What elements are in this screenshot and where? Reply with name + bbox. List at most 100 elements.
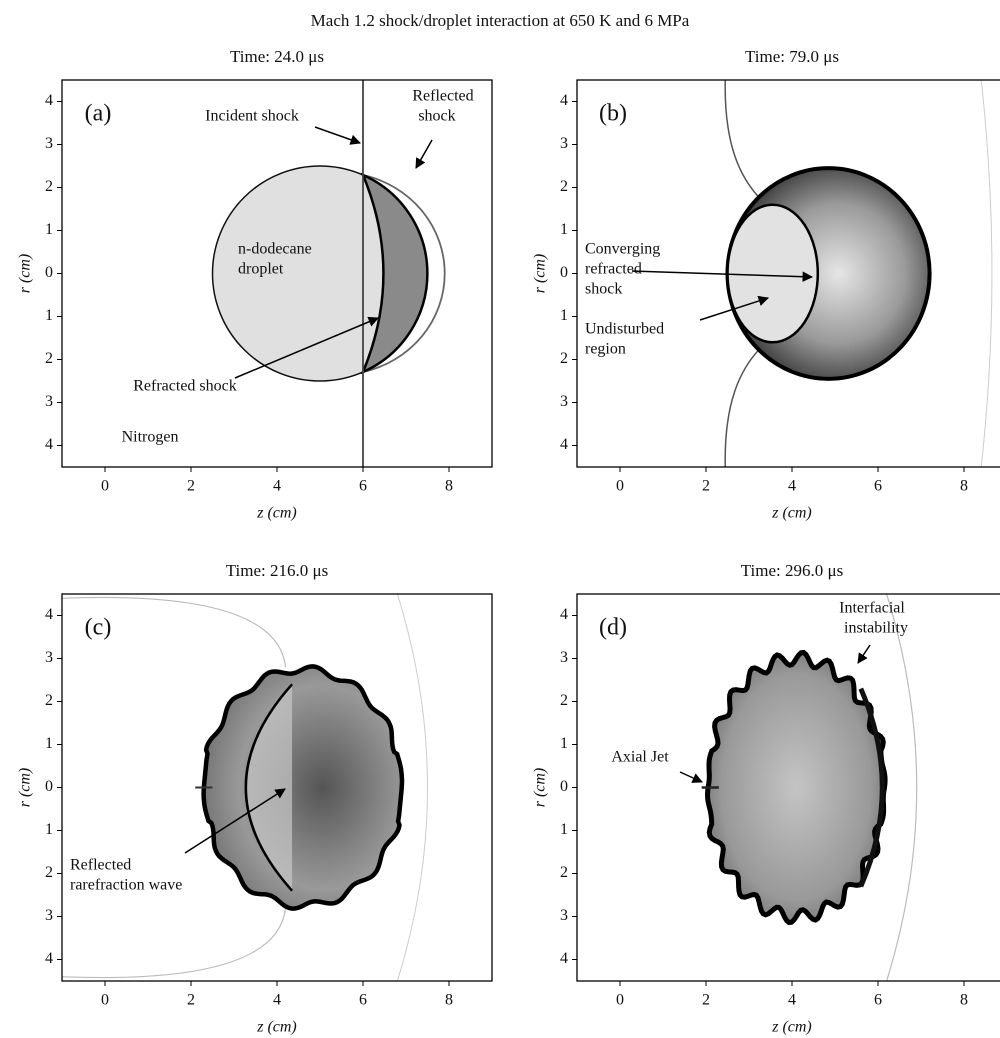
annotation: Interfacial	[839, 600, 905, 617]
y-tick-label: 4	[45, 92, 53, 109]
y-tick-label: 2	[560, 864, 568, 881]
x-tick-label: 6	[359, 992, 367, 1009]
annotation: Incident shock	[205, 108, 299, 125]
image-area	[724, 80, 993, 467]
y-tick-label: 4	[560, 950, 568, 967]
panel-letter: (b)	[599, 101, 627, 127]
x-tick-label: 6	[874, 992, 882, 1009]
y-tick-label: 0	[45, 264, 53, 281]
x-tick-label: 0	[616, 478, 624, 495]
y-tick-label: 0	[560, 778, 568, 795]
bow-wave	[62, 907, 287, 979]
y-tick-label: 2	[45, 350, 53, 367]
annotation-arrow	[184, 788, 286, 854]
far-wave	[980, 80, 993, 467]
x-axis-label: z (cm)	[256, 1019, 297, 1036]
undisturbed-region	[726, 203, 820, 344]
x-axis-label: z (cm)	[256, 505, 297, 522]
annotation-arrow	[679, 771, 703, 783]
y-tick-label: 1	[45, 307, 53, 324]
bow-wave	[62, 596, 287, 668]
y-axis-label: r (cm)	[17, 254, 34, 294]
y-tick-label: 4	[45, 606, 53, 623]
annotation: refracted	[585, 261, 642, 278]
annotation: n-dodecane	[238, 241, 312, 258]
x-tick-label: 2	[702, 992, 710, 1009]
transmitted-region	[360, 172, 429, 375]
x-tick-label: 8	[445, 992, 453, 1009]
y-tick-label: 3	[560, 393, 568, 410]
shock-front	[724, 346, 763, 467]
panel: Time: 24.0 μs (a) 0 2 4 6 8 4 3 2 1 0 1 2 3 4 z (cm) r (c…	[17, 47, 493, 522]
droplet	[201, 664, 405, 911]
annotation-arrow	[415, 139, 433, 169]
x-tick-label: 0	[101, 992, 109, 1009]
panel-title: Time: 216.0 μs	[226, 561, 328, 580]
x-tick-label: 2	[187, 992, 195, 1009]
image-area	[62, 594, 428, 981]
y-tick-label: 2	[560, 692, 568, 709]
x-tick-label: 6	[359, 478, 367, 495]
y-tick-label: 1	[560, 307, 568, 324]
y-tick-label: 3	[45, 135, 53, 152]
y-tick-label: 4	[45, 950, 53, 967]
x-tick-label: 4	[273, 478, 281, 495]
y-axis-label: r (cm)	[532, 768, 549, 808]
x-axis-label: z (cm)	[771, 1019, 812, 1036]
x-tick-label: 4	[273, 992, 281, 1009]
y-tick-label: 1	[560, 821, 568, 838]
annotation: rarefraction wave	[70, 877, 182, 894]
annotation-arrow	[857, 644, 871, 664]
panel: Time: 79.0 μs (b) 0 2 4 6 8 4 3 2 1 0 1 2 3 4 z (cm) r (c…	[532, 47, 1000, 522]
annotation: Refracted shock	[133, 378, 237, 395]
y-tick-label: 2	[45, 178, 53, 195]
x-tick-label: 6	[874, 478, 882, 495]
annotation-arrow	[234, 316, 379, 379]
x-tick-label: 4	[788, 992, 796, 1009]
y-tick-label: 4	[560, 606, 568, 623]
x-tick-label: 0	[101, 478, 109, 495]
annotation: shock	[585, 281, 622, 298]
y-tick-label: 1	[45, 821, 53, 838]
annotation: Reflected	[412, 88, 473, 105]
image-area	[701, 594, 918, 981]
panel-letter: (d)	[599, 615, 627, 641]
y-tick-label: 3	[560, 649, 568, 666]
y-tick-label: 2	[45, 692, 53, 709]
x-tick-label: 0	[616, 992, 624, 1009]
annotation: Converging	[585, 241, 660, 258]
y-tick-label: 2	[560, 178, 568, 195]
annotation-arrow	[699, 295, 769, 321]
y-tick-label: 1	[560, 221, 568, 238]
x-tick-label: 4	[788, 478, 796, 495]
annotation: Undisturbed	[585, 321, 664, 338]
rarefaction-wave	[244, 683, 293, 892]
far-wave	[886, 594, 918, 981]
shock-front	[724, 80, 763, 201]
x-tick-label: 8	[960, 478, 968, 495]
panel-letter: (a)	[85, 101, 112, 127]
panel-title: Time: 296.0 μs	[741, 561, 843, 580]
annotation: droplet	[238, 261, 284, 278]
x-tick-label: 8	[445, 478, 453, 495]
y-tick-label: 3	[560, 907, 568, 924]
y-axis-label: r (cm)	[532, 254, 549, 294]
droplet	[704, 649, 888, 926]
y-tick-label: 1	[45, 221, 53, 238]
annotation-arrow	[314, 126, 361, 145]
y-tick-label: 3	[560, 135, 568, 152]
far-wave	[396, 594, 428, 981]
panel: Time: 296.0 μs (d) 0 2 4 6 8 4 3 2 1 0 1 2 3 4 z (cm) r (…	[532, 561, 1000, 1036]
y-tick-label: 4	[560, 436, 568, 453]
reflected-shock	[362, 174, 446, 373]
annotation: Reflected	[70, 857, 131, 874]
x-tick-label: 8	[960, 992, 968, 1009]
y-tick-label: 3	[45, 393, 53, 410]
y-tick-label: 3	[45, 907, 53, 924]
image-area	[211, 80, 446, 467]
dark-band	[858, 687, 885, 888]
y-tick-label: 4	[45, 436, 53, 453]
panel-title: Time: 79.0 μs	[745, 47, 839, 66]
y-tick-label: 1	[45, 735, 53, 752]
y-tick-label: 2	[560, 350, 568, 367]
